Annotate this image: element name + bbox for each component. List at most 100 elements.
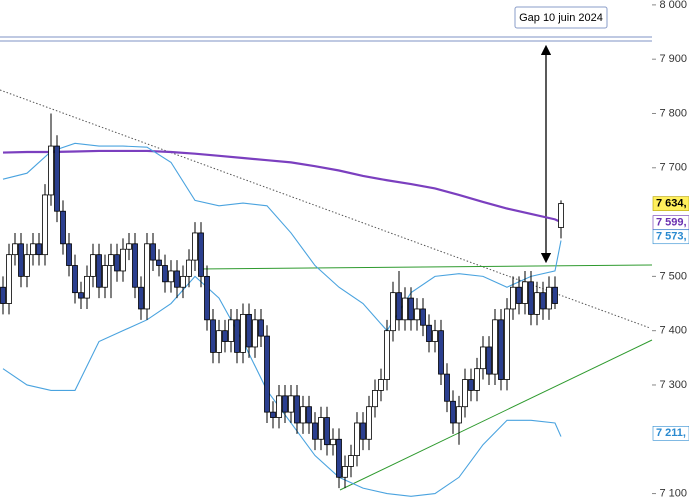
candle-body xyxy=(276,395,282,418)
candle-body xyxy=(378,379,384,391)
candle-body xyxy=(546,286,552,310)
candle-body xyxy=(60,210,66,245)
candle-body xyxy=(78,292,84,299)
candle-body xyxy=(192,232,198,261)
price-tag-box xyxy=(652,196,689,211)
candle-body xyxy=(402,297,408,321)
candle-body xyxy=(462,379,468,408)
candle-body xyxy=(438,330,444,375)
price-tag: 7 573, xyxy=(656,231,687,243)
candle-body xyxy=(114,254,120,272)
candle-body xyxy=(252,319,258,348)
plot xyxy=(0,113,564,497)
candle-body xyxy=(282,395,288,413)
candle-body xyxy=(420,308,426,326)
candle-body xyxy=(156,259,162,266)
overlay-line xyxy=(2,275,562,497)
price-tag-box xyxy=(652,425,689,441)
candle-body xyxy=(480,346,486,370)
candle-body xyxy=(540,292,546,310)
candle-body xyxy=(504,308,510,380)
candle-body xyxy=(390,292,396,332)
candle-body xyxy=(342,466,348,478)
candle-body xyxy=(408,297,414,321)
candle-body xyxy=(384,330,390,380)
candle-body xyxy=(312,422,318,440)
candle-body xyxy=(492,319,498,375)
candle-body xyxy=(18,243,24,277)
candle-body xyxy=(216,330,222,353)
candle-body xyxy=(6,254,12,304)
candle-body xyxy=(198,232,204,277)
candle-body xyxy=(474,368,480,391)
annotation: Gap 10 juin 2024 xyxy=(519,12,603,24)
candle-body xyxy=(72,265,78,294)
candle-body xyxy=(138,286,144,310)
y-tick-label: 8 000 xyxy=(659,0,687,11)
candle-body xyxy=(186,259,192,277)
overlay-line xyxy=(2,149,562,224)
candle-body xyxy=(174,270,180,288)
candle-body xyxy=(366,406,372,440)
candle-body xyxy=(306,406,312,424)
candle-body xyxy=(42,194,48,256)
rising-line xyxy=(339,339,653,491)
candle-body xyxy=(132,243,138,288)
candle-body xyxy=(228,319,234,342)
candle-body xyxy=(180,275,186,288)
candle-body xyxy=(270,411,276,418)
candle-body xyxy=(498,319,504,380)
y-tick-label: 7 800 xyxy=(659,107,687,119)
candle-body xyxy=(432,330,438,342)
candle-body xyxy=(468,379,474,391)
candle-body xyxy=(456,406,462,424)
candle-body xyxy=(288,395,294,413)
price-tag: 7 599, xyxy=(656,217,687,229)
y-tick-label: 7 900 xyxy=(659,53,687,65)
candle-body xyxy=(240,313,246,353)
candle-body xyxy=(96,254,102,288)
candle-body xyxy=(204,275,210,321)
candle-body xyxy=(444,373,450,402)
candle-body xyxy=(258,319,264,337)
candle-body xyxy=(510,286,516,310)
candle-body xyxy=(534,292,540,315)
price-tag: 7 634, xyxy=(656,198,687,210)
candle-body xyxy=(234,319,240,353)
y-tick-label: 7 700 xyxy=(659,162,687,174)
candle-body xyxy=(264,335,270,413)
candle-body xyxy=(84,275,90,299)
candle-body xyxy=(168,270,174,283)
candle-body xyxy=(294,395,300,424)
candle-body xyxy=(24,254,30,277)
candle-body xyxy=(246,313,252,348)
candle-body xyxy=(336,438,342,478)
candle-body xyxy=(354,422,360,456)
y-tick-label: 7 500 xyxy=(659,270,687,282)
support-line xyxy=(197,264,653,270)
candle-body xyxy=(300,406,306,424)
price-tag-box xyxy=(652,229,689,245)
candle-body xyxy=(90,254,96,277)
candle-body xyxy=(318,417,324,440)
candle-body xyxy=(126,243,132,250)
candle-body xyxy=(372,390,378,408)
price-tag: 7 211, xyxy=(656,427,686,439)
annotation-box xyxy=(514,6,608,29)
y-tick-label: 7 100 xyxy=(659,487,687,499)
candle-body xyxy=(360,422,366,440)
candle-body xyxy=(150,243,156,261)
candle-body xyxy=(48,145,54,196)
candle-body xyxy=(30,243,36,256)
candle-body xyxy=(516,286,522,304)
candle-body xyxy=(54,145,60,212)
candle-body xyxy=(552,286,558,304)
candle-body xyxy=(108,254,114,266)
y-tick-label: 7 400 xyxy=(659,325,687,337)
candle-body xyxy=(120,248,126,272)
candle-body xyxy=(486,346,492,375)
candle-body xyxy=(396,292,402,321)
candle-body xyxy=(102,265,108,288)
candle-body xyxy=(12,243,18,256)
candle-body xyxy=(426,324,432,342)
